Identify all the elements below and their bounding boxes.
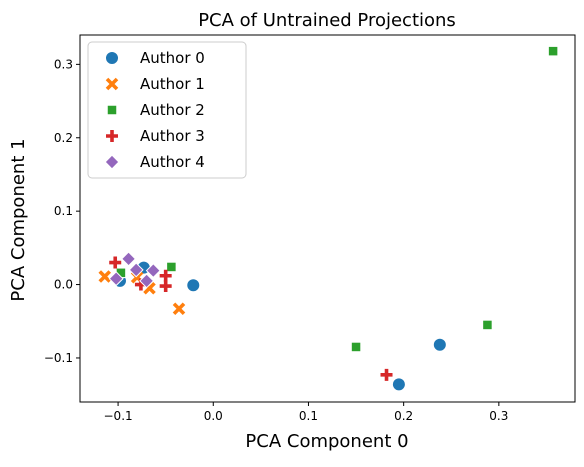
- x-axis-label: PCA Component 0: [245, 431, 408, 452]
- plot-frame: [79, 34, 576, 403]
- data-point: [547, 45, 559, 57]
- data-point: [128, 262, 144, 278]
- legend-label: Author 0: [140, 49, 205, 67]
- x-tick-label: −0.1: [104, 409, 133, 423]
- x-tick-label: 0.2: [394, 409, 413, 423]
- legend-label: Author 1: [140, 75, 205, 93]
- legend-marker: [105, 51, 119, 65]
- data-point: [121, 251, 137, 267]
- data-point: [186, 278, 201, 293]
- chart-title: PCA of Untrained Projections: [198, 10, 456, 31]
- series-author-4: [108, 251, 161, 289]
- y-axis-ticks: −0.1 0.0 0.1 0.2 0.3: [44, 57, 80, 365]
- y-tick-label: 0.2: [54, 131, 73, 145]
- x-tick-label: 0.3: [489, 409, 508, 423]
- legend-marker: [105, 77, 119, 91]
- data-point: [172, 302, 186, 316]
- data-point: [159, 280, 172, 293]
- legend: Author 0 Author 1 Author 2 Author 3 Author 4: [87, 41, 247, 179]
- legend-box: [87, 41, 247, 179]
- legend-marker: [104, 154, 120, 170]
- data-point: [482, 319, 493, 331]
- legend-label: Author 3: [140, 127, 205, 145]
- legend-marker: [106, 130, 118, 142]
- data-point: [350, 341, 362, 353]
- legend-label: Author 2: [140, 101, 205, 119]
- y-axis-label: PCA Component 1: [8, 138, 29, 301]
- data-point: [432, 337, 447, 352]
- data-point: [109, 256, 122, 269]
- legend-label: Author 4: [140, 153, 205, 171]
- data-point: [380, 368, 393, 381]
- data-point: [98, 270, 112, 283]
- y-tick-label: −0.1: [44, 351, 73, 365]
- legend-item: Author 4: [104, 153, 205, 171]
- x-tick-label: 0.0: [204, 409, 223, 423]
- data-point: [145, 263, 161, 279]
- data-point: [391, 377, 406, 392]
- legend-item: Author 3: [106, 127, 205, 145]
- data-point: [139, 273, 155, 289]
- series-author-2: [115, 45, 559, 353]
- y-tick-label: 0.0: [54, 278, 73, 292]
- data-points: [98, 45, 559, 392]
- data-point: [166, 261, 177, 273]
- y-tick-label: 0.3: [54, 57, 73, 71]
- data-point: [108, 271, 124, 287]
- legend-item: Author 1: [105, 75, 205, 93]
- x-tick-label: 0.1: [299, 409, 318, 423]
- legend-item: Author 2: [106, 101, 205, 119]
- data-point: [159, 269, 172, 282]
- y-tick-label: 0.1: [54, 204, 73, 218]
- legend-item: Author 0: [105, 49, 205, 67]
- legend-marker: [106, 104, 118, 116]
- x-axis-ticks: −0.1 0.0 0.1 0.2 0.3: [104, 402, 508, 423]
